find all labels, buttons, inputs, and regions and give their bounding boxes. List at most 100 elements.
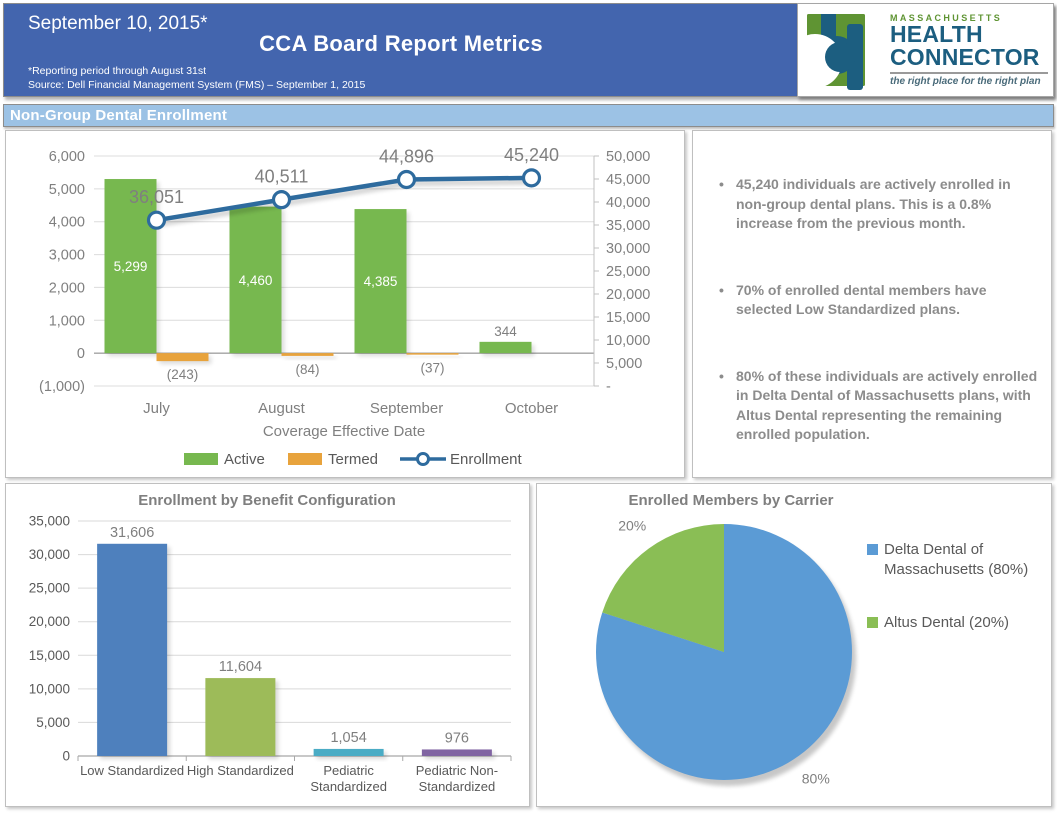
svg-text:31,606: 31,606 — [110, 525, 154, 541]
bar — [205, 678, 276, 756]
svg-text:1,054: 1,054 — [330, 730, 366, 746]
svg-text:1,000: 1,000 — [49, 313, 85, 329]
summary-bullets-panel: • 45,240 individuals are actively enrolle… — [692, 130, 1052, 478]
logo-region-text: MASSACHUSETTS — [890, 13, 1003, 23]
enrollment-marker — [271, 190, 292, 210]
bar — [421, 749, 492, 756]
svg-text:October: October — [505, 400, 558, 417]
svg-text:Termed: Termed — [328, 451, 378, 468]
pie-legend: Delta Dental of Massachusetts (80%) Altu… — [867, 540, 1051, 633]
bullet-dot: • — [719, 176, 724, 192]
altus-dental-swatch-icon — [867, 617, 878, 628]
logo-tagline: the right place for the right plan — [890, 76, 1041, 87]
svg-text:344: 344 — [494, 324, 517, 339]
svg-text:Active: Active — [224, 451, 265, 468]
svg-text:40,000: 40,000 — [606, 195, 650, 211]
svg-text:5,000: 5,000 — [36, 715, 70, 730]
svg-text:15,000: 15,000 — [29, 648, 70, 663]
enrollment-by-benefit-configuration-chart: Enrollment by Benefit Configuration 0 5,00… — [6, 484, 529, 806]
summary-bullets: • 45,240 individuals are actively enrolle… — [693, 131, 1051, 445]
svg-text:3,000: 3,000 — [49, 248, 85, 264]
svg-text:4,385: 4,385 — [364, 274, 398, 289]
svg-text:Enrolled Members by Carrier: Enrolled Members by Carrier — [628, 492, 833, 509]
svg-text:High Standardized: High Standardized — [187, 763, 294, 778]
svg-text:976: 976 — [445, 730, 469, 746]
bullet-item-low-standardized: • 70% of enrolled dental members have sel… — [719, 281, 987, 318]
svg-text:July: July — [143, 400, 170, 417]
health-connector-logo-icon — [807, 14, 865, 90]
legend-item-delta-dental: Delta Dental of Massachusetts (80%) — [867, 540, 1051, 580]
svg-text:-: - — [606, 379, 611, 395]
svg-text:10,000: 10,000 — [29, 681, 70, 696]
svg-text:Low Standardized: Low Standardized — [80, 763, 184, 778]
section-header: Non-Group Dental Enrollment — [3, 104, 1054, 127]
report-title: CCA Board Report Metrics — [259, 31, 543, 56]
svg-text:30,000: 30,000 — [606, 241, 650, 257]
reporting-period-note: *Reporting period through August 31st — [28, 65, 207, 77]
svg-text:44,896: 44,896 — [379, 146, 434, 166]
enrollment-marker — [521, 168, 542, 188]
legend-item-altus-dental: Altus Dental (20%) — [867, 613, 1051, 633]
bar — [97, 543, 168, 756]
svg-text:80%: 80% — [802, 770, 830, 786]
svg-text:11,604: 11,604 — [219, 659, 262, 675]
bullet-dot: • — [719, 281, 724, 298]
report-date: September 10, 2015* — [28, 13, 208, 34]
svg-text:August: August — [258, 400, 306, 417]
svg-text:45,000: 45,000 — [606, 172, 650, 188]
enrollment-marker — [396, 169, 417, 190]
svg-text:Pediatric Non-: Pediatric Non- — [416, 763, 498, 778]
svg-text:2,000: 2,000 — [49, 280, 85, 296]
bullet-dot: • — [719, 367, 724, 384]
svg-text:0: 0 — [77, 346, 85, 362]
enrollment-trend-panel: 6,000 5,000 4,000 3,000 2,000 1,000 0 (1,000) 50… — [5, 130, 685, 478]
svg-text:Standardized: Standardized — [310, 779, 387, 794]
svg-text:5,299: 5,299 — [114, 259, 148, 274]
svg-text:5,000: 5,000 — [606, 356, 642, 372]
svg-text:Enrollment: Enrollment — [450, 451, 523, 468]
carrier-pie-panel: Enrolled Members by Carrier 80% 20% Delta … — [536, 483, 1052, 807]
svg-text:(37): (37) — [420, 360, 444, 375]
source-note: Source: Dell Financial Management System… — [28, 79, 366, 91]
svg-text:10,000: 10,000 — [606, 333, 650, 349]
svg-text:(84): (84) — [295, 362, 319, 377]
svg-text:20%: 20% — [618, 518, 646, 534]
enrolled-members-by-carrier-chart: Enrolled Members by Carrier 80% 20% — [537, 484, 1051, 806]
logo-divider — [890, 72, 1048, 74]
svg-text:45,240: 45,240 — [504, 145, 559, 165]
svg-text:40,511: 40,511 — [255, 167, 309, 187]
svg-text:20,000: 20,000 — [606, 287, 650, 303]
svg-text:Coverage Effective Date: Coverage Effective Date — [263, 423, 425, 440]
svg-text:30,000: 30,000 — [29, 547, 70, 562]
logo-wordmark: MASSACHUSETTS HEALTH CONNECTOR the right… — [890, 13, 1050, 87]
bullet-item-carrier-split: • 80% of these individuals are actively e… — [719, 367, 1038, 443]
svg-text:Enrollment by Benefit Configur: Enrollment by Benefit Configuration — [138, 492, 396, 509]
svg-text:5,000: 5,000 — [49, 182, 85, 198]
non-group-dental-enrollment-chart: 6,000 5,000 4,000 3,000 2,000 1,000 0 (1,000) 50… — [6, 131, 684, 477]
enrollment-marker — [146, 210, 167, 230]
svg-text:20,000: 20,000 — [29, 614, 70, 629]
svg-text:0: 0 — [62, 749, 70, 764]
svg-text:35,000: 35,000 — [606, 218, 650, 234]
svg-text:35,000: 35,000 — [29, 514, 70, 529]
svg-text:50,000: 50,000 — [606, 149, 650, 165]
svg-text:25,000: 25,000 — [606, 264, 650, 280]
svg-text:(1,000): (1,000) — [39, 379, 85, 395]
svg-text:6,000: 6,000 — [49, 149, 85, 165]
svg-text:15,000: 15,000 — [606, 310, 650, 326]
enrollment-line — [156, 175, 532, 223]
svg-text:4,460: 4,460 — [239, 273, 273, 288]
svg-text:4,000: 4,000 — [49, 215, 85, 231]
bullet-item-enrollment-total: • 45,240 individuals are actively enrolle… — [719, 176, 1011, 231]
svg-text:Standardized: Standardized — [419, 779, 496, 794]
health-connector-logo: MASSACHUSETTS HEALTH CONNECTOR the right… — [797, 3, 1054, 97]
bars-group — [104, 179, 535, 365]
bar — [313, 748, 384, 756]
benefit-config-panel: Enrollment by Benefit Configuration 0 5,00… — [5, 483, 530, 807]
svg-text:36,051: 36,051 — [129, 187, 184, 207]
svg-text:Pediatric: Pediatric — [323, 763, 374, 778]
logo-name-line1: HEALTH — [890, 21, 983, 47]
svg-text:(243): (243) — [167, 367, 199, 382]
logo-name-line2: CONNECTOR — [890, 44, 1040, 70]
